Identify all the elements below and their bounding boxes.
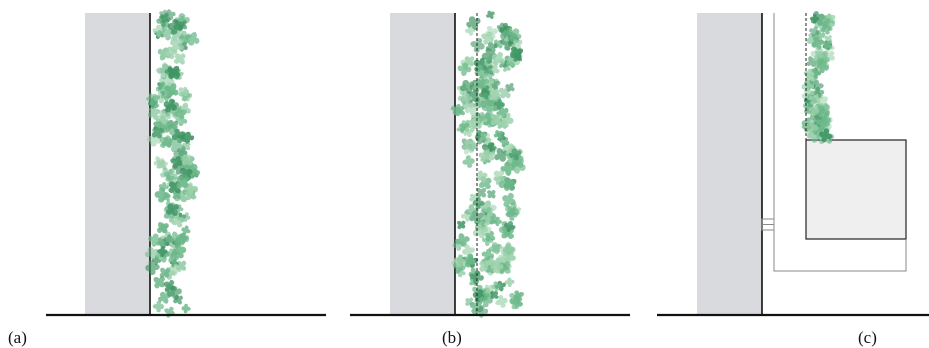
wall-a: [85, 13, 150, 315]
panel-a: (a): [8, 7, 326, 347]
wall-c: [697, 13, 762, 315]
ivy-leaf: [161, 304, 177, 320]
ivy-leaf: [504, 277, 515, 288]
panel-label-b: (b): [442, 328, 462, 347]
wall-b: [390, 13, 455, 315]
ivy-leaf: [152, 300, 165, 313]
panel-b: (b): [350, 8, 630, 347]
ivy-b: [448, 8, 529, 319]
ivy-leaf: [181, 303, 192, 314]
panel-label-c: (c): [858, 328, 877, 347]
panel-label-a: (a): [8, 328, 27, 347]
support-frame-c: [773, 13, 907, 272]
ivy-leaf: [484, 8, 497, 22]
panel-c: (c): [657, 8, 929, 347]
ivy-c: [799, 8, 839, 147]
ivy-leaf: [484, 186, 499, 202]
ivy-leaf: [461, 154, 476, 169]
ivy-a: [143, 7, 203, 320]
planter-box-c: [805, 139, 907, 240]
